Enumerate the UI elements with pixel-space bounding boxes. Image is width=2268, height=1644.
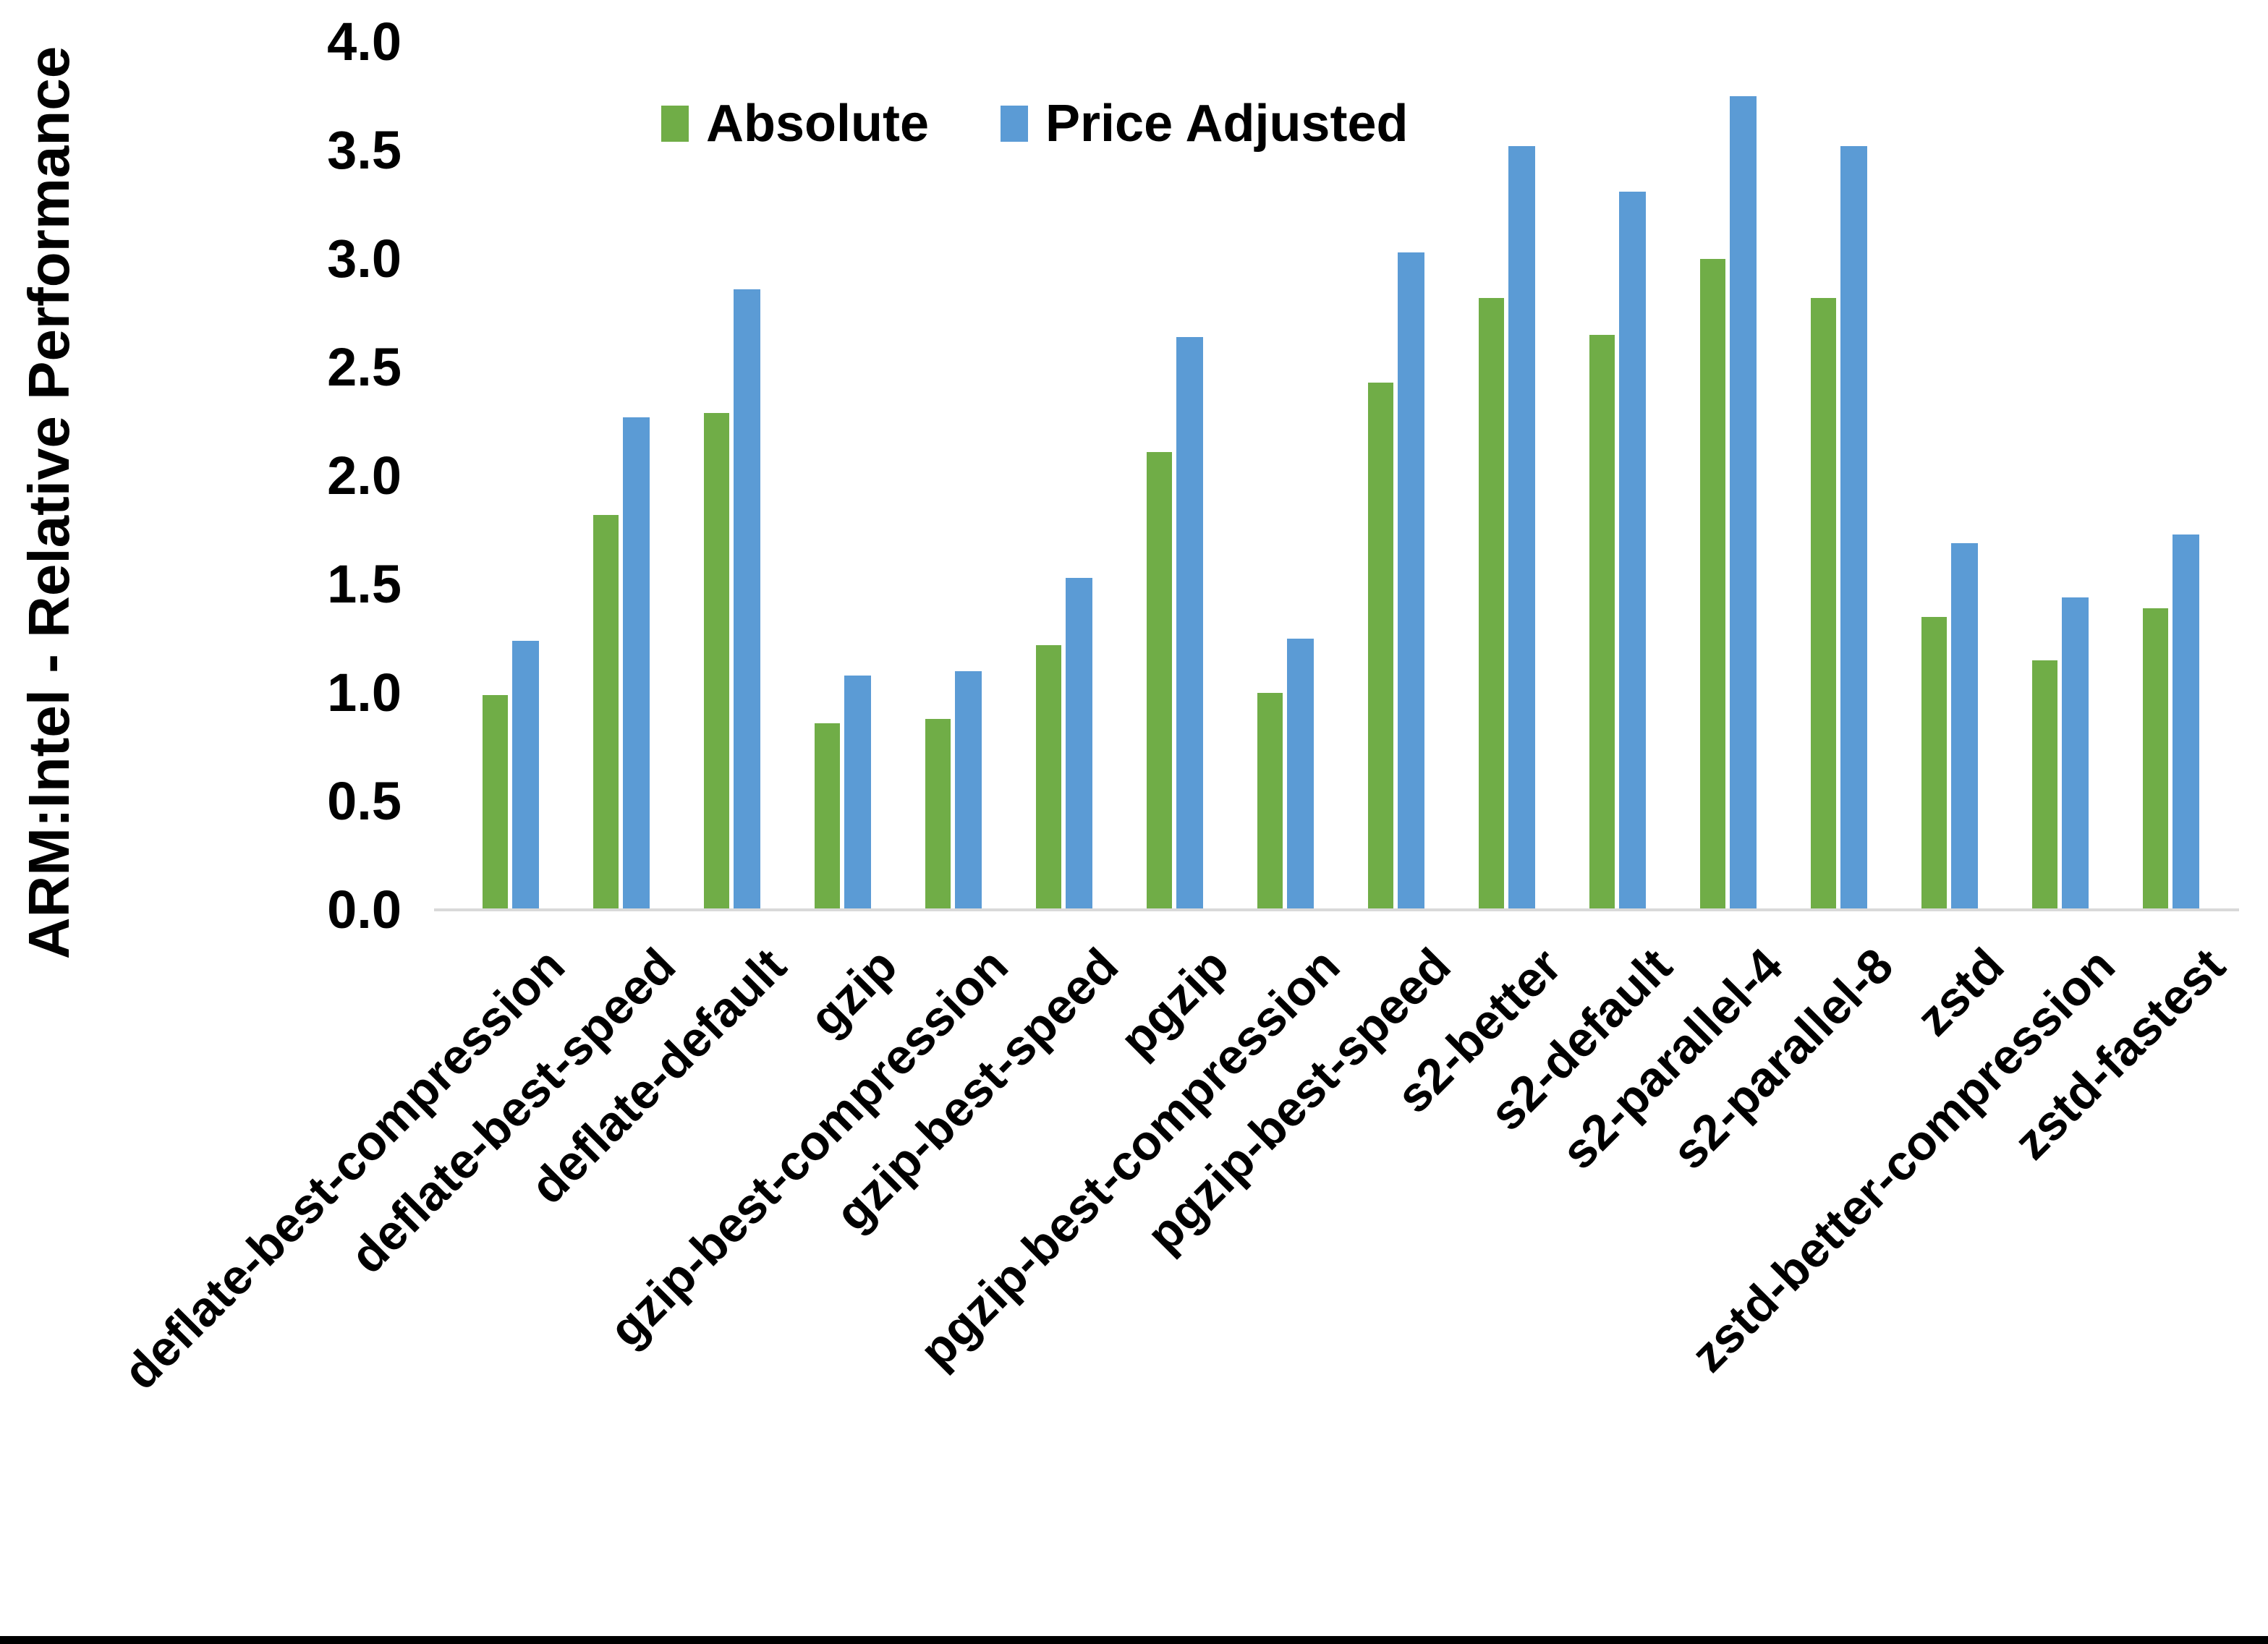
bar-absolute-deflate-best-compression xyxy=(483,695,508,910)
bar-absolute-gzip-best-speed xyxy=(1036,645,1061,910)
legend-label-price-adjusted: Price Adjusted xyxy=(1045,95,1409,153)
bar-absolute-s2-parallel-4 xyxy=(1700,259,1725,910)
bar-price-adjusted-s2-better xyxy=(1508,146,1535,910)
y-tick-0.0: 0.0 xyxy=(327,880,402,940)
y-tick-2.5: 2.5 xyxy=(327,337,402,397)
y-tick-0.5: 0.5 xyxy=(327,771,402,831)
bar-price-adjusted-gzip-best-speed xyxy=(1066,578,1092,910)
bar-price-adjusted-deflate-default xyxy=(734,289,760,910)
bar-price-adjusted-s2-parallel-4 xyxy=(1730,96,1757,910)
bar-price-adjusted-gzip-best-compression xyxy=(955,671,982,910)
bar-price-adjusted-deflate-best-speed xyxy=(623,417,650,910)
bar-price-adjusted-zstd-better-compression xyxy=(2062,597,2089,910)
bar-absolute-gzip xyxy=(815,723,840,910)
bar-absolute-s2-better xyxy=(1479,298,1504,910)
bar-absolute-pgzip-best-compression xyxy=(1257,693,1283,910)
bar-absolute-deflate-default xyxy=(704,413,729,910)
bar-price-adjusted-s2-default xyxy=(1619,192,1646,910)
bar-price-adjusted-zstd xyxy=(1951,543,1978,910)
bar-price-adjusted-deflate-best-compression xyxy=(512,641,539,910)
y-tick-1.0: 1.0 xyxy=(327,663,402,723)
bar-absolute-zstd-fastest xyxy=(2143,608,2168,910)
y-tick-1.5: 1.5 xyxy=(327,554,402,614)
legend-label-absolute: Absolute xyxy=(706,95,930,153)
bar-price-adjusted-zstd-fastest xyxy=(2173,534,2199,910)
y-axis-title: ARM:Intel - Relative Performance xyxy=(17,46,81,960)
bar-price-adjusted-gzip xyxy=(844,676,871,910)
bar-absolute-deflate-best-speed xyxy=(593,515,619,910)
bar-absolute-zstd-better-compression xyxy=(2032,660,2057,910)
bar-absolute-pgzip xyxy=(1147,452,1172,910)
y-tick-2.0: 2.0 xyxy=(327,446,402,506)
bar-absolute-gzip-best-compression xyxy=(925,719,951,910)
bar-price-adjusted-s2-parallel-8 xyxy=(1840,146,1867,910)
bar-absolute-s2-default xyxy=(1589,335,1615,910)
y-tick-3.0: 3.0 xyxy=(327,229,402,289)
bar-price-adjusted-pgzip-best-speed xyxy=(1398,252,1424,910)
bottom-border xyxy=(0,1636,2268,1644)
bar-absolute-zstd xyxy=(1921,617,1947,910)
x-label-deflate-best-compression: deflate-best-compression xyxy=(113,937,576,1400)
legend-item-price-adjusted: Price Adjusted xyxy=(1001,94,1408,153)
legend-swatch-absolute xyxy=(661,106,689,142)
bar-absolute-s2-parallel-8 xyxy=(1811,298,1836,910)
bar-absolute-pgzip-best-speed xyxy=(1368,383,1393,910)
y-tick-3.5: 3.5 xyxy=(327,120,402,180)
legend-swatch-price-adjusted xyxy=(1001,106,1028,142)
bar-price-adjusted-pgzip-best-compression xyxy=(1287,639,1314,910)
legend-item-absolute: Absolute xyxy=(661,94,929,153)
bar-price-adjusted-pgzip xyxy=(1176,337,1203,910)
x-axis-line xyxy=(434,908,2239,911)
y-tick-4.0: 4.0 xyxy=(327,12,402,72)
